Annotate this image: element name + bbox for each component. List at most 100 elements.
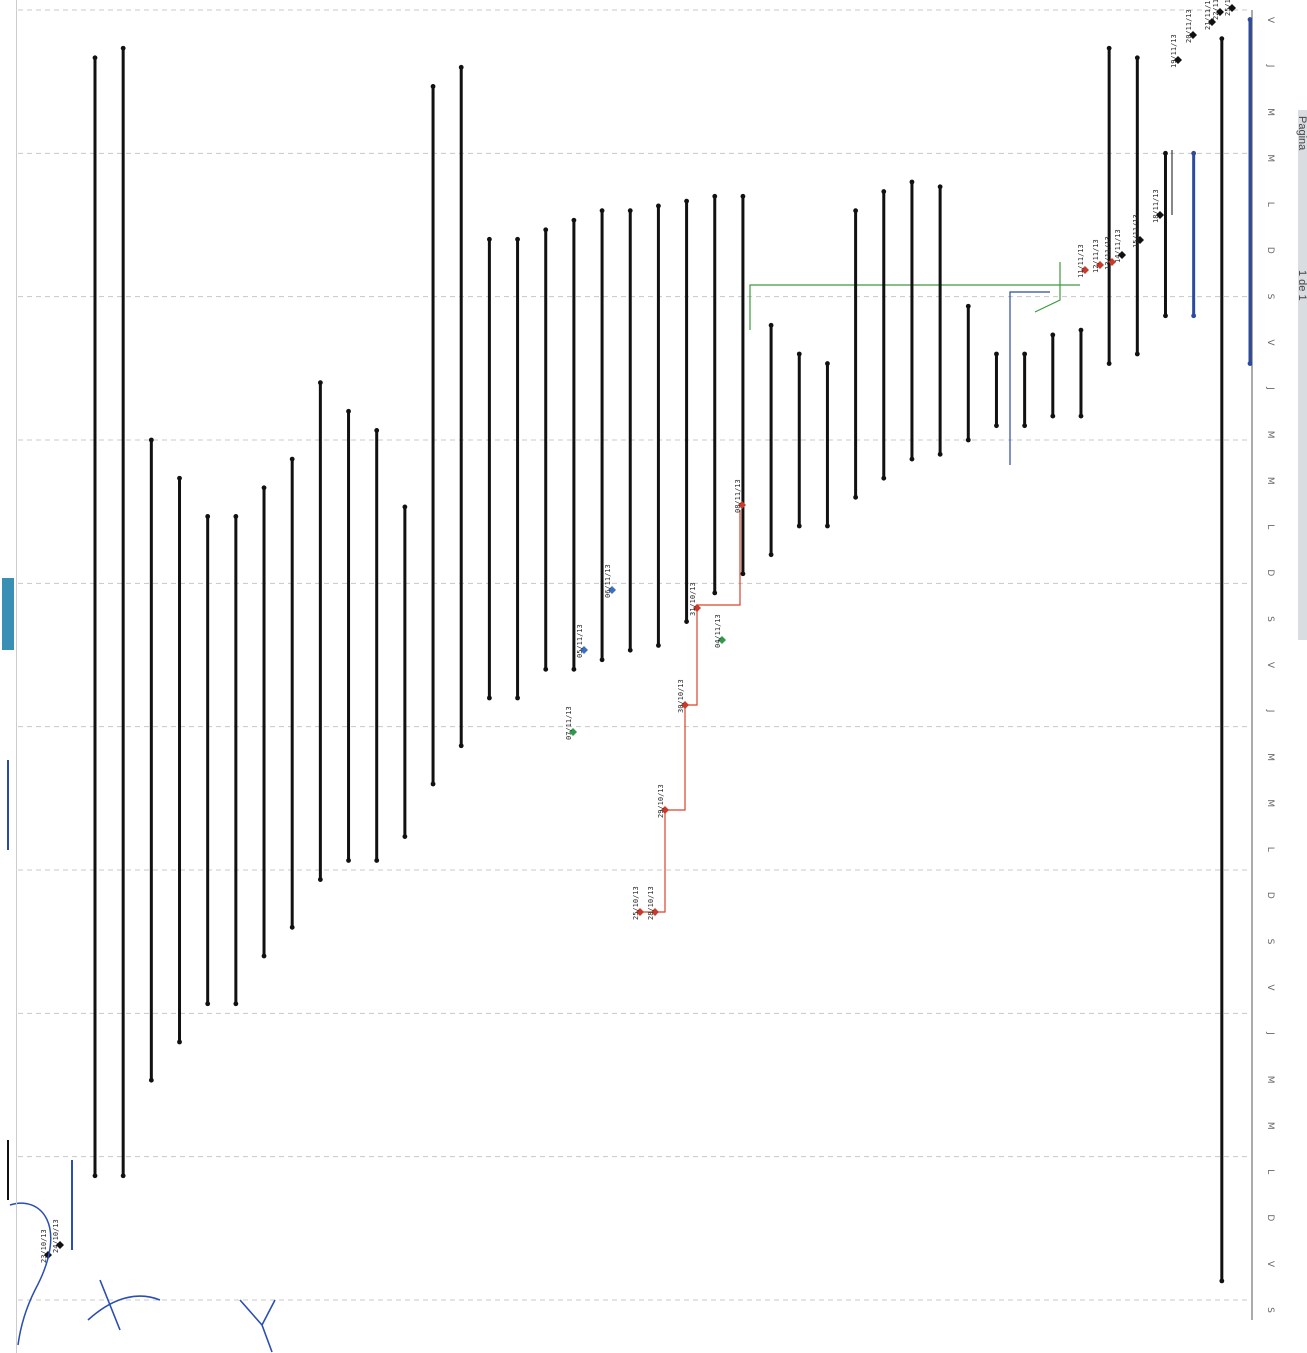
milestone-date: 20/11/13 (1185, 9, 1193, 43)
bar-start-cap (120, 1173, 126, 1179)
bar-start-cap (768, 552, 774, 558)
bar-start-cap (148, 1077, 154, 1083)
milestone-diamond (693, 604, 701, 612)
bar-start-cap (599, 657, 605, 663)
bar-end-cap (430, 84, 436, 89)
ink-stroke (9, 1202, 52, 1346)
bar-start-cap (177, 1039, 182, 1045)
milestone-date: 08/11/13 (734, 479, 742, 513)
milestone-date: 04/11/13 (714, 614, 722, 648)
milestone-diamond (1156, 211, 1164, 219)
bar-end-cap (740, 193, 746, 199)
day-tick-label: L (1265, 847, 1275, 852)
bar-end-cap (458, 64, 464, 70)
milestone-date: 12/11/13 (1092, 239, 1100, 273)
day-tick-label: S (1265, 1307, 1275, 1313)
critical-path-link (640, 510, 741, 913)
bar-end-cap (768, 322, 774, 328)
milestone-diamond (44, 1251, 52, 1259)
day-tick-label: S (1265, 294, 1275, 300)
milestone-date: 22/11/13 (1212, 0, 1220, 20)
bar-end-cap (1163, 150, 1168, 156)
milestones: 23/10/13 24/10/13 25/10/13 28/10/13 29/10/13… (40, 0, 1236, 1263)
bar-end-cap (374, 428, 380, 433)
day-tick-label: V (1265, 17, 1275, 24)
bar-start-cap (458, 743, 464, 749)
bar-start-cap (965, 437, 971, 443)
bar-start-cap (1050, 413, 1056, 419)
bar-start-cap (937, 451, 943, 457)
milestone-diamond (580, 646, 588, 654)
day-tick-label: J (1265, 64, 1275, 68)
day-tick-label: L (1265, 202, 1275, 207)
day-tick-label: M (1265, 431, 1275, 439)
day-tick-label: M (1265, 1122, 1275, 1130)
bar-start-cap (740, 571, 746, 577)
milestone-diamond (56, 1241, 64, 1249)
time-axis: S V D L M M J V S D L M M J V S D L M M J V S D L M M J V (1251, 10, 1275, 1320)
milestone-diamond (1189, 31, 1197, 39)
milestone-date: 21/11/13 (1204, 0, 1212, 30)
bar-end-cap (1050, 332, 1056, 338)
milestone-diamond (738, 501, 746, 509)
day-tick-label: D (1265, 1214, 1275, 1221)
bar-end-cap (571, 217, 577, 223)
bar-start-cap (994, 423, 999, 429)
ink-stroke (99, 1279, 121, 1331)
bar-end-cap (909, 179, 915, 185)
day-tick-label: S (1265, 616, 1275, 622)
bar-start-cap (205, 1001, 211, 1007)
bar-end-cap (92, 55, 98, 61)
page-label: Pagina (1296, 116, 1307, 151)
handwritten-annotations (9, 1160, 276, 1353)
page-indicator: Pagina 1 de 1 (1296, 110, 1307, 640)
milestone-date: 24/10/13 (52, 1219, 60, 1253)
milestone-date: 23/10/13 (40, 1229, 48, 1263)
bar-start-cap (825, 523, 830, 529)
bar-start-cap (684, 619, 689, 624)
bar-start-cap (543, 666, 549, 672)
bar-end-cap (796, 351, 802, 357)
milestone-diamond (651, 908, 659, 916)
bar-start-cap (1134, 351, 1140, 357)
ink-stroke (87, 1295, 161, 1321)
day-tick-label: M (1265, 154, 1275, 162)
bar-end-cap (317, 380, 323, 386)
bar-end-cap (1106, 45, 1112, 51)
bar-end-cap (346, 408, 351, 414)
bar-end-cap (515, 236, 520, 242)
bar-start-cap (881, 475, 887, 481)
bar-start-cap (374, 858, 380, 863)
day-tick-label: M (1265, 1076, 1275, 1084)
milestone-date: 29/10/13 (657, 784, 665, 818)
bar-start-cap (1106, 361, 1112, 366)
milestone-date: 25/11/13 (1224, 0, 1232, 16)
legend-swatch-progress (7, 760, 9, 850)
page-count: 1 de 1 (1296, 270, 1307, 301)
task-bars (92, 17, 1253, 1284)
bar-end-cap (627, 208, 633, 214)
bar-end-cap (684, 198, 689, 204)
day-tick-label: V (1265, 1261, 1275, 1268)
bar-end-cap (402, 504, 408, 510)
bar-end-cap (120, 45, 126, 51)
bar-end-cap (543, 227, 549, 233)
bar-end-cap (994, 351, 999, 357)
day-tick-label: D (1265, 247, 1275, 254)
day-tick-label: M (1265, 753, 1275, 761)
milestone-date: 14/11/13 (1114, 229, 1122, 263)
day-tick-label: V (1265, 662, 1275, 669)
bar-end-cap (205, 514, 211, 519)
legend-strip (0, 0, 17, 1353)
milestone-diamond (1081, 266, 1089, 274)
milestone-diamond (1208, 18, 1216, 26)
day-tick-label: S (1265, 939, 1275, 945)
bar-start-cap (92, 1173, 98, 1179)
bar-end-cap (656, 203, 661, 209)
milestone-diamond (1118, 251, 1126, 259)
bar-end-cap (289, 456, 295, 462)
bar-start-cap (853, 494, 859, 500)
bar-end-cap (261, 485, 267, 491)
day-tick-label: M (1265, 799, 1275, 807)
day-tick-label: L (1265, 1169, 1275, 1174)
